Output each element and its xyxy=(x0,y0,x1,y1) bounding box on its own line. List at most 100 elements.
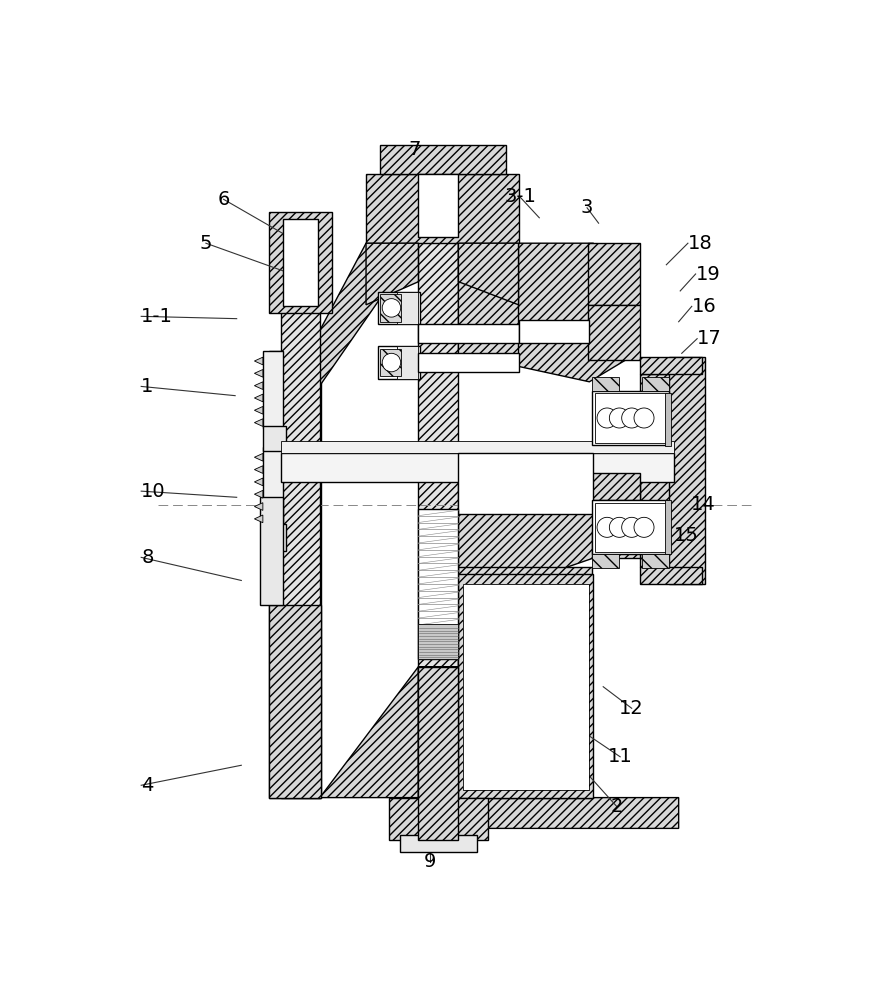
Bar xyxy=(262,426,286,451)
Bar xyxy=(592,500,668,554)
Text: 8: 8 xyxy=(141,548,153,567)
Bar xyxy=(518,320,588,343)
Bar xyxy=(668,357,704,584)
Text: 15: 15 xyxy=(674,526,698,545)
Polygon shape xyxy=(518,243,627,382)
Bar xyxy=(592,377,618,391)
Bar xyxy=(462,584,588,790)
Circle shape xyxy=(609,517,629,537)
Polygon shape xyxy=(458,567,592,798)
Bar xyxy=(639,374,678,567)
Bar xyxy=(260,497,282,605)
Circle shape xyxy=(596,517,617,537)
Polygon shape xyxy=(254,453,262,461)
Text: 5: 5 xyxy=(199,234,212,253)
Polygon shape xyxy=(254,357,262,365)
Circle shape xyxy=(621,408,641,428)
Bar xyxy=(380,145,506,174)
Polygon shape xyxy=(254,382,262,389)
Bar xyxy=(262,524,286,551)
Bar xyxy=(592,473,639,500)
Polygon shape xyxy=(254,369,262,377)
Bar xyxy=(458,574,593,798)
Polygon shape xyxy=(254,490,262,498)
Bar xyxy=(418,324,518,343)
Text: 2: 2 xyxy=(610,797,623,816)
Polygon shape xyxy=(254,503,262,510)
Bar xyxy=(262,447,282,524)
Bar xyxy=(594,393,667,443)
Bar xyxy=(281,441,674,453)
Bar xyxy=(642,377,668,391)
Bar xyxy=(664,393,670,446)
Bar xyxy=(389,798,487,840)
Bar xyxy=(396,292,418,324)
Text: 3-1: 3-1 xyxy=(503,188,535,207)
Bar xyxy=(418,170,458,840)
Polygon shape xyxy=(281,667,418,798)
Polygon shape xyxy=(254,394,262,402)
Bar xyxy=(281,243,319,798)
Bar xyxy=(462,584,588,790)
Bar xyxy=(418,353,518,372)
Polygon shape xyxy=(254,478,262,486)
Text: 12: 12 xyxy=(618,699,644,718)
Bar xyxy=(377,292,419,324)
Polygon shape xyxy=(458,243,550,366)
Text: 16: 16 xyxy=(691,297,716,316)
Bar xyxy=(282,219,318,306)
Polygon shape xyxy=(254,515,262,523)
Circle shape xyxy=(609,408,629,428)
Circle shape xyxy=(596,408,617,428)
Circle shape xyxy=(381,353,400,372)
Text: 10: 10 xyxy=(141,482,166,501)
Circle shape xyxy=(621,517,641,537)
Bar xyxy=(587,305,639,360)
Bar xyxy=(592,391,668,445)
Text: 17: 17 xyxy=(696,329,721,348)
Bar xyxy=(587,243,639,305)
Text: 14: 14 xyxy=(690,495,715,514)
Text: 11: 11 xyxy=(607,747,631,766)
Text: 18: 18 xyxy=(687,234,712,253)
Bar xyxy=(664,500,670,554)
Bar xyxy=(268,351,321,798)
Bar xyxy=(458,453,593,514)
Polygon shape xyxy=(254,419,262,426)
Bar xyxy=(268,212,332,312)
Polygon shape xyxy=(458,514,593,590)
Text: 6: 6 xyxy=(217,190,230,209)
Text: 4: 4 xyxy=(141,776,153,795)
Bar xyxy=(377,346,419,379)
Bar xyxy=(592,531,639,558)
Polygon shape xyxy=(268,605,321,798)
Text: 1-1: 1-1 xyxy=(141,307,173,326)
Bar xyxy=(281,453,674,482)
Bar xyxy=(418,509,458,659)
Bar xyxy=(418,624,458,659)
Bar xyxy=(594,503,667,552)
Polygon shape xyxy=(254,466,262,473)
Bar xyxy=(592,554,618,568)
Bar xyxy=(642,554,668,568)
Bar xyxy=(262,351,282,428)
Bar xyxy=(380,349,401,376)
Polygon shape xyxy=(418,667,678,828)
Bar xyxy=(396,346,418,379)
Text: 7: 7 xyxy=(408,140,420,159)
Polygon shape xyxy=(290,243,418,386)
Polygon shape xyxy=(254,406,262,414)
Bar xyxy=(282,219,318,306)
Bar xyxy=(366,174,518,243)
Polygon shape xyxy=(366,243,418,305)
Text: 3: 3 xyxy=(581,198,593,217)
Bar xyxy=(380,294,401,322)
Text: 9: 9 xyxy=(424,852,436,871)
Text: 1: 1 xyxy=(141,377,153,396)
Polygon shape xyxy=(458,243,518,305)
Bar xyxy=(399,835,476,852)
Circle shape xyxy=(381,299,400,317)
Circle shape xyxy=(633,408,653,428)
Circle shape xyxy=(633,517,653,537)
Bar xyxy=(418,174,458,237)
